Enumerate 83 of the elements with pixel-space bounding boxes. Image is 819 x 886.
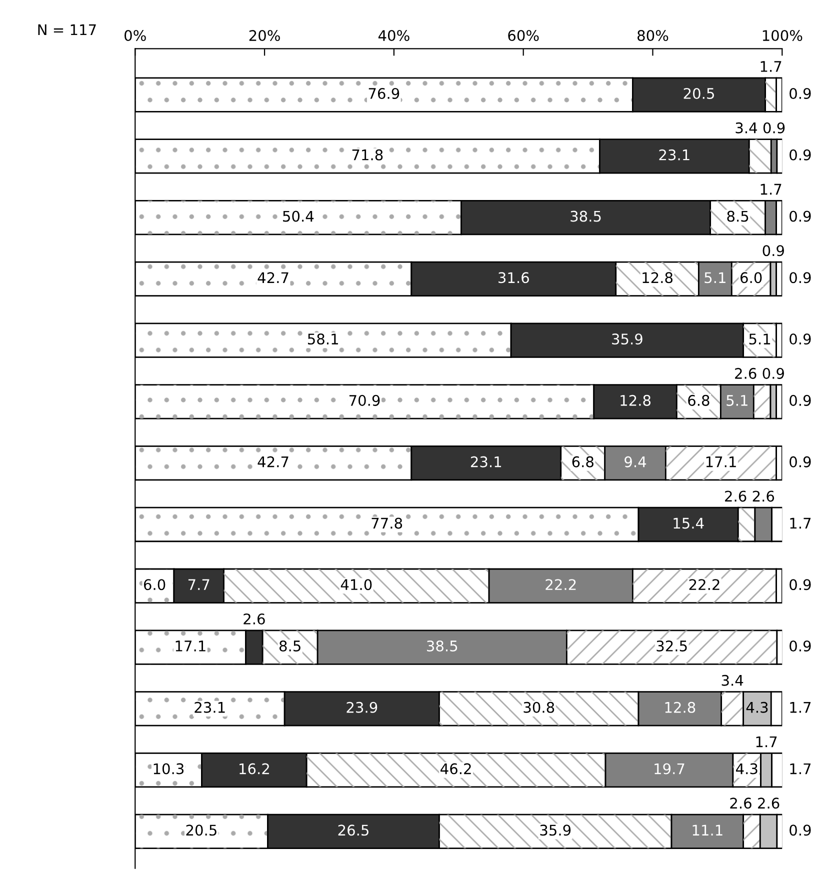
data-label: 70.9	[349, 394, 380, 406]
data-label: 35.9	[612, 334, 642, 345]
data-label: 7.7	[188, 579, 210, 590]
data-label: 0.9	[762, 245, 784, 256]
data-label: 42.7	[258, 456, 288, 468]
data-label: 58.1	[308, 334, 338, 345]
data-label: 2.6	[244, 613, 265, 624]
data-label: 0.9	[763, 122, 785, 134]
data-label: 11.1	[692, 824, 722, 836]
data-label: 1.7	[756, 736, 777, 748]
data-label: 5.1	[704, 272, 726, 284]
data-label: 17.1	[176, 640, 206, 652]
data-label: 3.4	[722, 674, 744, 686]
data-label: 6.0	[144, 579, 166, 590]
data-label: 2.6	[758, 798, 780, 809]
data-label: 30.8	[524, 702, 554, 713]
data-label: 76.9	[368, 88, 400, 100]
data-label: 20.5	[186, 824, 216, 836]
data-label: 77.8	[372, 518, 402, 529]
data-label: 22.2	[546, 579, 576, 590]
data-label: 17.1	[706, 456, 736, 468]
data-label: 10.3	[154, 763, 184, 774]
data-label: 0.9	[790, 640, 811, 652]
data-label: 2.6	[752, 490, 774, 502]
data-label: 6.0	[740, 272, 762, 284]
data-label: 2.6	[730, 798, 752, 809]
data-label: 1.7	[760, 184, 782, 195]
data-label: 16.2	[240, 763, 269, 774]
data-label: 0.9	[790, 149, 811, 160]
data-label: 32.5	[656, 640, 687, 652]
data-label: 23.9	[346, 702, 378, 713]
data-label: 42.7	[258, 272, 288, 283]
data-label: 8.5	[279, 640, 300, 652]
data-label: 0.9	[790, 210, 811, 222]
data-label: 2.6	[725, 490, 746, 502]
data-label: 4.3	[746, 702, 768, 713]
data-label: 6.8	[688, 394, 710, 406]
data-label: 2.6	[735, 368, 756, 379]
text: N = 117	[38, 24, 96, 36]
data-label: 12.8	[642, 272, 673, 284]
data-label: 20.5	[684, 88, 714, 100]
data-label: 8.5	[727, 210, 748, 222]
data-label: 9.4	[624, 456, 646, 468]
data-label: 41.0	[340, 579, 372, 590]
data-label: 5.1	[726, 395, 748, 406]
data-label: 0.9	[762, 368, 784, 379]
data-label: 1.7	[790, 702, 811, 713]
data-label: 38.5	[570, 210, 601, 222]
data-label: 3.4	[736, 122, 758, 134]
data-label: 35.9	[540, 824, 571, 836]
data-label: 0.9	[790, 272, 811, 284]
data-label: 46.2	[440, 763, 471, 774]
data-label: 1.7	[790, 518, 811, 529]
data-label: 23.1	[470, 456, 502, 468]
data-label: 71.8	[352, 149, 383, 160]
data-label: 12.8	[620, 394, 651, 406]
data-label: 6.8	[572, 456, 594, 468]
data-label: 0.9	[790, 824, 811, 836]
x-tick-label: 100%	[762, 30, 802, 42]
data-label: 22.2	[689, 579, 720, 590]
x-tick-label: 60%	[508, 30, 539, 42]
data-label: 0.9	[790, 88, 811, 100]
data-label: 38.5	[427, 640, 458, 652]
data-label: 5.1	[749, 334, 770, 345]
data-label: 0.9	[790, 394, 811, 406]
data-label: 15.4	[674, 518, 704, 529]
data-label: 4.3	[736, 763, 758, 774]
data-label: 0.9	[790, 579, 811, 590]
data-label: 0.9	[790, 456, 811, 468]
data-label: 0.9	[790, 334, 811, 345]
data-label: 31.6	[498, 272, 529, 284]
data-label: 26.5	[338, 824, 368, 836]
data-label: 1.7	[790, 763, 811, 774]
data-label: 23.1	[194, 702, 225, 713]
data-label: 1.7	[760, 61, 782, 72]
x-tick-label: 40%	[378, 30, 410, 42]
data-label: 50.4	[283, 210, 314, 222]
data-label: 23.1	[659, 149, 690, 160]
x-tick-label: 80%	[638, 30, 668, 42]
x-tick-label: 20%	[249, 30, 280, 42]
data-label: 12.8	[665, 702, 696, 713]
data-label: 19.7	[654, 763, 684, 774]
x-tick-label: 0%	[124, 30, 146, 42]
